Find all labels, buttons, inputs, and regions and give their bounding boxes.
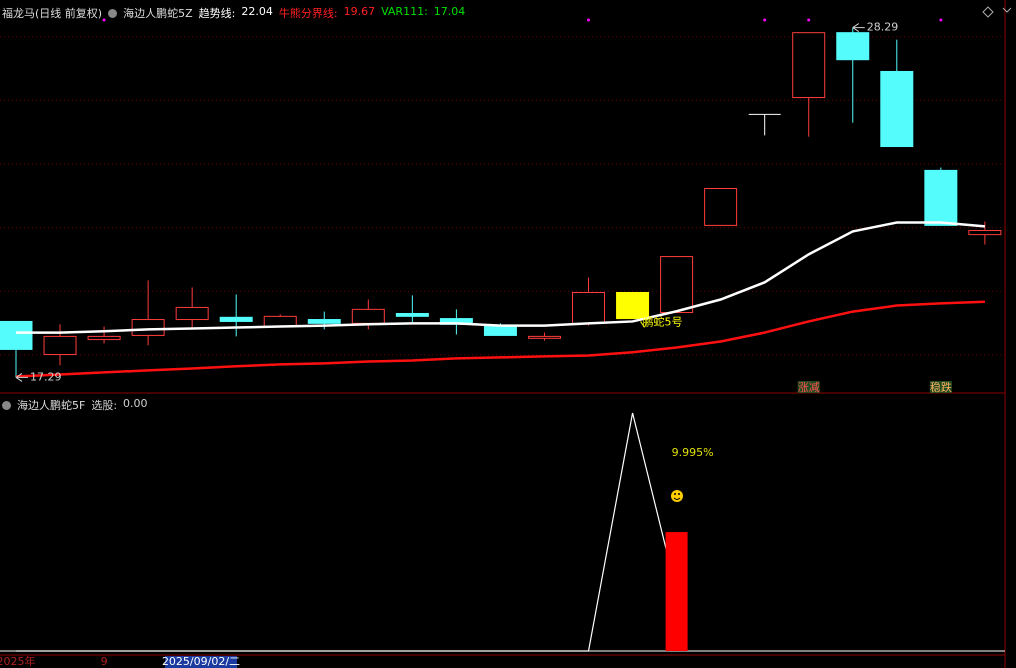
candle-body: [307, 319, 341, 324]
annotation: 17.29: [30, 370, 62, 383]
candle-body: [175, 306, 209, 321]
candle-body: [395, 312, 429, 317]
x-tick-label: 9: [101, 655, 108, 668]
smiley: [671, 490, 683, 502]
signal-badge: [929, 381, 952, 393]
legend: 选股: 0.00: [91, 397, 147, 413]
top-marker: [102, 18, 106, 22]
cursor-box: [165, 656, 237, 668]
legend-value: 0.00: [123, 397, 148, 410]
candle-body: [131, 319, 165, 336]
candle-body: [880, 70, 914, 148]
candle-body: [219, 316, 253, 322]
bottom-header: 海边人鹏蛇5F 选股: 0.00: [2, 397, 148, 413]
series-line: [15, 300, 985, 378]
candle-body: [527, 335, 561, 339]
top-marker: [939, 18, 943, 22]
legend-label: 趋势线:: [198, 7, 236, 20]
legend-value: 17.04: [433, 5, 466, 18]
candle-body: [87, 335, 121, 341]
candle-body: [351, 308, 385, 324]
candle-body: [43, 335, 77, 356]
candle-body: [968, 229, 1002, 236]
legend-value: 19.67: [343, 5, 376, 18]
value-label: 9.995%: [672, 446, 714, 459]
bar: [665, 532, 688, 651]
top-marker: [763, 18, 767, 22]
indicator-name: 海边人鹏蛇5Z: [123, 7, 193, 20]
candle-body: [836, 32, 870, 61]
candle-body: [924, 169, 958, 226]
top-marker: [587, 18, 591, 22]
legend: 趋势线: 22.04 牛熊分界线: 19.67 VAR111: 17.04: [199, 5, 466, 21]
signal-badge: [797, 381, 820, 393]
candle-body: [483, 325, 517, 336]
x-tick-label: 2025年: [0, 654, 36, 668]
candle-body: [660, 256, 694, 314]
legend-label: 选股:: [91, 399, 118, 412]
annotation-arrow: [640, 321, 645, 328]
top-marker: [807, 18, 811, 22]
legend-value: 22.04: [241, 5, 273, 18]
indicator-name: 海边人鹏蛇5F: [17, 399, 86, 412]
top-header: 福龙马(日线 前复权) 海边人鹏蛇5Z 趋势线: 22.04 牛熊分界线: 19.67…: [2, 5, 465, 21]
signal-label: 涨减: [798, 381, 820, 394]
candle-body: [704, 188, 738, 226]
candle-body: [0, 320, 33, 350]
indicator-icon[interactable]: [2, 400, 11, 410]
legend-label: 牛熊分界线:: [278, 7, 338, 20]
annotation-arrow: [15, 372, 28, 382]
cursor-label: 2025/09/02/二: [162, 655, 240, 668]
candle-body: [792, 32, 826, 99]
stock-title: 福龙马(日线 前复权): [2, 7, 103, 20]
legend-label: VAR111:: [381, 5, 428, 18]
signal-label: 稳跌: [930, 380, 952, 394]
series-line: [16, 221, 985, 334]
candle-body: [263, 315, 297, 328]
annotation-arrow: [852, 23, 865, 32]
window-icons[interactable]: [982, 6, 1012, 18]
indicator-icon[interactable]: [108, 8, 118, 18]
annotation: 鹏蛇5号: [643, 314, 683, 328]
candle-body: [616, 292, 650, 320]
series-line: [16, 412, 678, 652]
candle-body: [572, 292, 606, 324]
annotation: 28.29: [867, 21, 899, 34]
